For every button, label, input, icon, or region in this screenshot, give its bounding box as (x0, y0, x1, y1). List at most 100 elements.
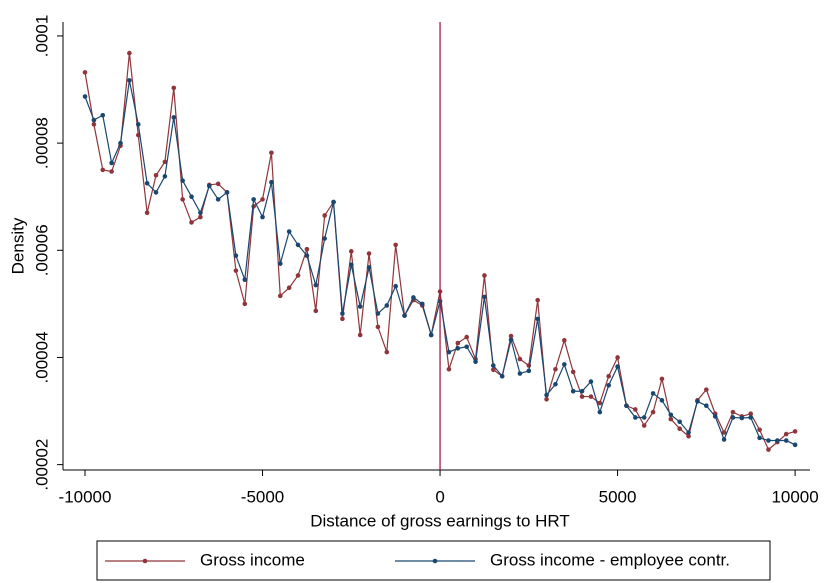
x-tick-label: -10000 (59, 487, 112, 506)
data-point (419, 301, 425, 307)
data-point (686, 433, 691, 439)
data-point (544, 396, 549, 402)
data-point (721, 437, 727, 442)
data-point (562, 362, 567, 367)
data-point (491, 363, 496, 368)
data-point (757, 435, 762, 441)
data-point (464, 334, 469, 340)
data-point (384, 303, 390, 308)
data-point (615, 364, 620, 369)
data-point (606, 383, 611, 388)
data-point (144, 181, 150, 186)
data-point (579, 394, 585, 399)
data-point (553, 381, 558, 387)
data-point (464, 344, 469, 350)
data-point (375, 324, 381, 330)
x-tick-label: -5000 (241, 487, 284, 506)
data-point (695, 399, 700, 404)
data-point (180, 178, 185, 183)
data-point (215, 197, 221, 202)
data-point (313, 308, 319, 314)
data-point (206, 183, 212, 189)
y-tick-label: .00002 (32, 439, 51, 491)
data-point (242, 301, 248, 307)
data-point (313, 282, 319, 288)
data-point (366, 251, 372, 256)
data-point (482, 294, 487, 300)
data-point (322, 236, 327, 241)
data-point (730, 409, 736, 415)
data-point (792, 429, 798, 434)
data-point (384, 349, 390, 355)
data-point (641, 415, 647, 420)
data-point (286, 229, 292, 234)
data-point (109, 169, 114, 174)
data-point (189, 220, 194, 225)
data-point (269, 179, 274, 185)
data-point (198, 214, 203, 220)
data-point (340, 316, 345, 322)
data-point (606, 373, 611, 379)
data-point (446, 349, 452, 355)
data-point (286, 285, 292, 291)
data-point (668, 412, 674, 418)
data-point (233, 253, 239, 258)
data-point (650, 391, 656, 396)
data-point (615, 355, 620, 360)
data-point (180, 197, 185, 202)
data-point (322, 213, 327, 218)
data-point (712, 414, 718, 419)
data-point (766, 438, 771, 443)
data-point (553, 366, 558, 372)
legend-marker (432, 558, 438, 564)
x-tick-label: 10000 (771, 487, 818, 506)
data-point (357, 304, 363, 309)
y-axis-label: Density (8, 217, 27, 274)
data-point (340, 311, 345, 316)
data-point (171, 85, 177, 91)
data-point (455, 346, 461, 351)
data-point (686, 430, 691, 435)
data-point (295, 273, 301, 278)
data-point (348, 249, 354, 254)
data-point (162, 159, 168, 165)
data-point (171, 115, 177, 120)
data-point (109, 160, 114, 166)
legend-box (96, 540, 771, 581)
data-point (233, 268, 239, 273)
data-point (748, 415, 754, 420)
data-point (428, 332, 434, 338)
data-point (499, 373, 505, 379)
data-point (198, 210, 203, 216)
data-point (730, 415, 736, 420)
data-point (127, 50, 132, 56)
data-point (482, 273, 487, 278)
legend-label: Gross income - employee contr. (490, 550, 730, 569)
data-point (517, 371, 523, 376)
data-point (766, 447, 771, 452)
data-point (588, 379, 594, 384)
data-point (348, 262, 354, 268)
data-point (721, 430, 727, 435)
data-point (393, 283, 398, 289)
data-point (100, 167, 106, 173)
data-point (135, 122, 141, 127)
data-point (82, 70, 88, 75)
data-point (251, 197, 256, 202)
data-point (91, 122, 97, 127)
data-point (704, 403, 709, 408)
data-point (277, 293, 283, 299)
data-point (597, 400, 603, 406)
y-tick-label: .00004 (32, 331, 51, 383)
data-point (473, 359, 478, 365)
data-point (535, 297, 540, 303)
data-point (402, 313, 407, 318)
data-point (215, 181, 221, 187)
data-point (331, 199, 336, 205)
data-point (304, 253, 310, 258)
legend-label: Gross income (200, 550, 305, 569)
data-point (189, 194, 194, 199)
data-point (517, 356, 523, 362)
data-point (375, 311, 381, 316)
